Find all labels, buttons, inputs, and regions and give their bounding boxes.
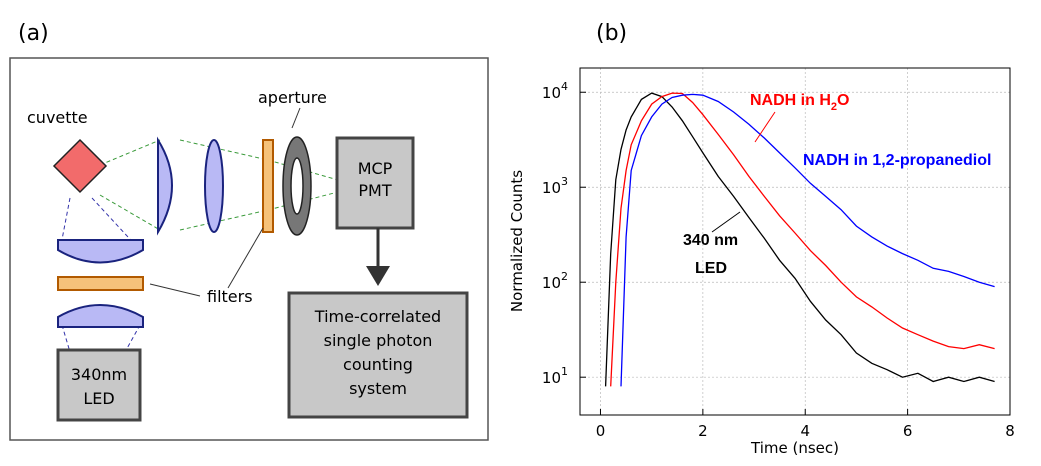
- series-line: [620, 93, 995, 387]
- y-tick-label: 103: [542, 175, 568, 197]
- filter: [262, 139, 274, 233]
- diagram: cuvette aperture MCP PMT Time-correlated…: [9, 57, 489, 441]
- x-tick-label: 2: [698, 422, 708, 440]
- chart: Normalized Counts Time (nsec) 1011021031…: [508, 67, 1015, 457]
- y-tick-label: 101: [542, 365, 568, 387]
- label: MCP: [358, 159, 393, 178]
- annotation: LED: [695, 260, 727, 277]
- panel-label: (a): [18, 21, 49, 46]
- label: 340nm: [71, 365, 127, 384]
- plot-area: [580, 68, 1010, 415]
- y-tick-exponent: 1: [561, 365, 568, 378]
- label: single photon: [324, 331, 433, 350]
- y-tick-base: 10: [542, 369, 561, 387]
- series-line: [604, 92, 995, 387]
- lens: [57, 239, 144, 264]
- x-tick-label: 4: [800, 422, 810, 440]
- panel-label: (b): [596, 21, 627, 46]
- label: Time-correlated: [314, 307, 441, 326]
- y-tick-exponent: 3: [561, 175, 568, 188]
- x-tick-label: 8: [1005, 422, 1015, 440]
- annotation-sub: 2: [831, 101, 837, 113]
- leader: [291, 107, 301, 129]
- lens: [57, 304, 144, 328]
- label: filters: [207, 287, 253, 306]
- annotation: NADH in 1,2-propanediol: [803, 152, 991, 169]
- y-tick-exponent: 2: [561, 270, 568, 283]
- annotation-leader: [754, 111, 776, 143]
- y-tick-base: 10: [542, 274, 561, 292]
- series-line: [610, 92, 995, 387]
- annotation-part: NADH in H: [750, 92, 831, 109]
- tcspc-box: [287, 291, 469, 419]
- label: system: [349, 379, 407, 398]
- x-axis-label: Time (nsec): [750, 439, 839, 457]
- label: PMT: [358, 181, 391, 200]
- label: aperture: [258, 88, 327, 107]
- y-tick-exponent: 4: [561, 80, 568, 93]
- aperture-hole: [290, 157, 304, 215]
- label: LED: [83, 389, 114, 408]
- x-tick-label: 0: [596, 422, 606, 440]
- y-tick-label: 104: [542, 80, 568, 102]
- leader: [149, 283, 201, 297]
- plot-frame: [579, 67, 1011, 416]
- y-tick-base: 10: [542, 84, 561, 102]
- y-tick-label: 102: [542, 270, 568, 292]
- leader: [227, 227, 264, 289]
- lens: [204, 139, 224, 233]
- lens: [157, 136, 173, 236]
- x-tick-label: 6: [903, 422, 913, 440]
- led-box: [56, 348, 142, 422]
- annotation-leader: [711, 211, 741, 233]
- y-tick-base: 10: [542, 179, 561, 197]
- label: cuvette: [27, 108, 88, 127]
- annotation: NADH in H2O: [750, 92, 849, 113]
- annotation: 340 nm: [683, 232, 738, 249]
- y-axis-label: Normalized Counts: [508, 170, 526, 312]
- annotation-part: O: [837, 92, 849, 109]
- label: counting: [343, 355, 413, 374]
- cuvette: [52, 138, 108, 194]
- arrow-head: [366, 266, 390, 286]
- filter: [57, 276, 144, 291]
- pmt-box: [335, 136, 415, 230]
